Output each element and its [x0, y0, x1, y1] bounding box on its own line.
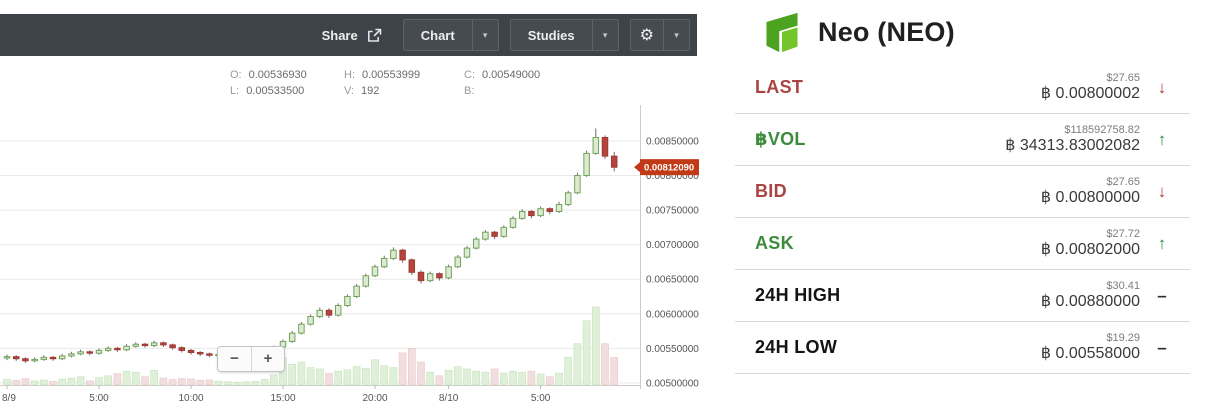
- legend-high-value: 0.00553999: [362, 69, 421, 81]
- legend-volume: V: 192: [344, 85, 380, 97]
- chevron-down-icon[interactable]: ▾: [471, 20, 498, 50]
- neo-logo-icon: [766, 12, 798, 53]
- share-icon: [367, 28, 382, 42]
- btc-value: ฿ 0.00800002: [1040, 85, 1140, 102]
- direction-arrow-icon: ↓: [1157, 181, 1167, 201]
- btc-value: ฿ 0.00880000: [1040, 293, 1140, 310]
- legend-low: L: 0.00533500: [230, 85, 305, 97]
- ticker-row-last: LAST $27.65 ฿ 0.00800002 ↓: [735, 62, 1190, 114]
- chevron-down-icon[interactable]: ▾: [663, 20, 689, 50]
- ticker-row-bid: BID $27.65 ฿ 0.00800000 ↓: [735, 166, 1190, 218]
- gear-icon[interactable]: ⚙: [639, 27, 654, 44]
- legend-high: H: 0.00553999: [344, 69, 421, 81]
- ticker-row-label: ASK: [755, 233, 794, 253]
- usd-value: $27.65: [1106, 176, 1140, 188]
- chart-toolbar: Share Chart ▾ Studies ▾ ⚙ ▾: [0, 14, 697, 56]
- legend-bid: B:: [464, 85, 475, 97]
- ticker-row-24h-low: 24H LOW $19.29 ฿ 0.00558000 –: [735, 322, 1190, 374]
- ticker-row-24h-high: 24H HIGH $30.41 ฿ 0.00880000 –: [735, 270, 1190, 322]
- svg-text:15:00: 15:00: [270, 393, 295, 404]
- svg-text:8/9: 8/9: [2, 393, 16, 404]
- ticker-row-ask: ASK $27.72 ฿ 0.00802000 ↑: [735, 218, 1190, 270]
- ticker-row-label: LAST: [755, 77, 804, 97]
- direction-dash-icon: –: [1157, 285, 1167, 305]
- legend-volume-value: 192: [361, 85, 380, 97]
- ticker-row-label: 24H LOW: [755, 337, 838, 357]
- svg-text:10:00: 10:00: [178, 393, 203, 404]
- direction-arrow-icon: ↑: [1157, 129, 1167, 149]
- ticker-row-values: $27.65 ฿ 0.00800000: [1041, 176, 1140, 207]
- share-button-label: Share: [321, 27, 358, 43]
- direction-arrow-icon: ↓: [1157, 77, 1167, 97]
- pair-title: Neo (NEO): [818, 16, 955, 47]
- ticker-row-values: $30.41 ฿ 0.00880000: [1041, 280, 1140, 311]
- svg-text:0.00812090: 0.00812090: [644, 163, 694, 174]
- legend-open: O: 0.00536930: [230, 69, 307, 81]
- usd-value: $27.65: [1106, 72, 1140, 84]
- ticker-row-values: $19.29 ฿ 0.00558000: [1041, 332, 1140, 363]
- usd-value: $27.72: [1106, 228, 1140, 240]
- svg-text:0.00800000: 0.00800000: [646, 171, 699, 182]
- ticker-row-values: $27.72 ฿ 0.00802000: [1041, 228, 1140, 259]
- chart-panel: Share Chart ▾ Studies ▾ ⚙ ▾ O: 0.00536930…: [0, 14, 700, 405]
- zoom-out-button[interactable]: −: [218, 347, 251, 371]
- usd-value: $19.29: [1106, 332, 1140, 344]
- svg-text:0.00700000: 0.00700000: [646, 240, 699, 251]
- usd-value: $30.41: [1106, 280, 1140, 292]
- legend-open-value: 0.00536930: [248, 69, 307, 81]
- usd-value: $118592758.82: [1064, 124, 1140, 136]
- svg-text:0.00650000: 0.00650000: [646, 275, 699, 286]
- svg-text:0.00850000: 0.00850000: [646, 136, 699, 147]
- svg-text:5:00: 5:00: [89, 393, 109, 404]
- ticker-row-bvol: ฿VOL $118592758.82 ฿ 34313.83002082 ↑: [735, 114, 1190, 166]
- svg-text:8/10: 8/10: [439, 393, 459, 404]
- svg-text:20:00: 20:00: [362, 393, 387, 404]
- direction-dash-icon: –: [1157, 337, 1167, 357]
- svg-text:5:00: 5:00: [531, 393, 551, 404]
- share-button[interactable]: Share: [312, 28, 392, 43]
- chevron-down-icon[interactable]: ▾: [591, 20, 618, 50]
- legend-close: C: 0.00549000: [464, 69, 541, 81]
- chart-type-dropdown[interactable]: Chart ▾: [402, 19, 499, 51]
- ticker-panel: Neo (NEO) LAST $27.65 ฿ 0.00800002 ↓ ฿VO…: [735, 0, 1190, 374]
- btc-value: ฿ 0.00802000: [1040, 241, 1140, 258]
- ticker-row-label: 24H HIGH: [755, 285, 841, 305]
- svg-text:0.00600000: 0.00600000: [646, 309, 699, 320]
- ticker-header: Neo (NEO): [735, 0, 1190, 62]
- svg-text:0.00550000: 0.00550000: [646, 344, 699, 355]
- btc-value: ฿ 0.00558000: [1040, 345, 1140, 362]
- zoom-controls: − +: [217, 346, 285, 372]
- btc-value: ฿ 34313.83002082: [1005, 137, 1140, 154]
- legend-low-value: 0.00533500: [246, 85, 305, 97]
- svg-text:0.00500000: 0.00500000: [646, 378, 699, 389]
- ticker-row-label: BID: [755, 181, 787, 201]
- chart-settings-dropdown[interactable]: ⚙ ▾: [629, 19, 690, 51]
- ohlc-legend: O: 0.00536930 H: 0.00553999 C: 0.00549000 L…: [230, 68, 624, 99]
- btc-value: ฿ 0.00800000: [1040, 189, 1140, 206]
- ticker-row-values: $118592758.82 ฿ 34313.83002082: [1005, 124, 1140, 155]
- ticker-row-label: ฿VOL: [755, 129, 806, 149]
- svg-text:0.00750000: 0.00750000: [646, 206, 699, 217]
- studies-dropdown-label: Studies: [527, 27, 575, 43]
- chart-dropdown-label: Chart: [420, 27, 455, 43]
- direction-arrow-icon: ↑: [1157, 233, 1167, 253]
- candlestick-chart[interactable]: 0.00850000 0.00800000 0.00750000 0.00700000…: [0, 105, 700, 405]
- ticker-row-values: $27.65 ฿ 0.00800002: [1041, 72, 1140, 103]
- zoom-in-button[interactable]: +: [251, 347, 284, 371]
- legend-close-value: 0.00549000: [482, 69, 541, 81]
- studies-dropdown[interactable]: Studies ▾: [509, 19, 619, 51]
